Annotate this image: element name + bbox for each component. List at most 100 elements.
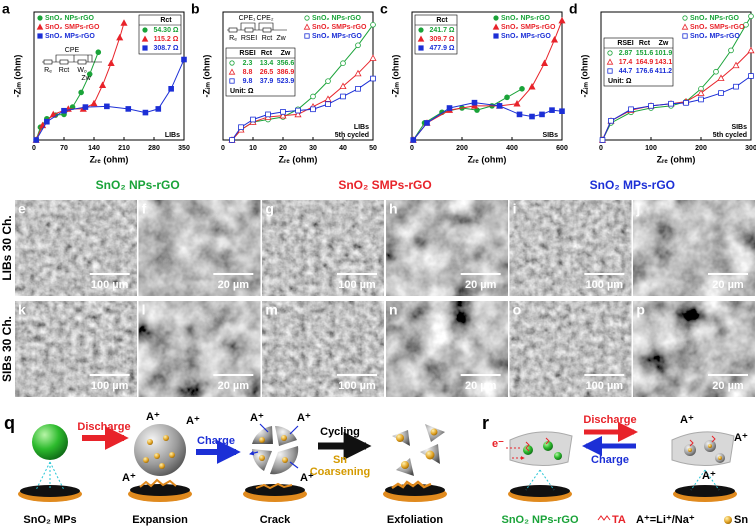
table-cell: 308.7 Ω [153, 45, 178, 52]
x-tick-label: 20 [279, 145, 287, 152]
sem-image [262, 200, 384, 296]
marker [44, 118, 50, 125]
marker [492, 23, 500, 30]
marker [36, 23, 44, 30]
circuit [59, 59, 69, 65]
marker [142, 45, 148, 51]
table-cell: 115.2 Ω [154, 36, 179, 43]
inset-table [225, 47, 296, 97]
legend-label: SnO₂ SMPs-rGO [312, 24, 367, 31]
scale-label: 20 µm [218, 380, 250, 392]
table-cell: 37.9 [260, 78, 274, 85]
circuit-label: CPE [65, 47, 80, 54]
scale-label: 20 µm [712, 380, 744, 392]
panel-letter: a [2, 1, 10, 17]
x-tick-label: 50 [369, 145, 377, 152]
table-cell: 143.1 [655, 59, 673, 66]
column-header: SnO₂ NPs-rGO [96, 178, 180, 192]
sem-image [15, 200, 137, 296]
panel-letter: n [389, 302, 398, 318]
stage-label: Crack [260, 514, 291, 526]
legend-label: SnO₂ SMPs-rGO [501, 24, 556, 31]
table-cell: 17.4 [619, 59, 633, 66]
marker [549, 107, 555, 113]
table-cell: 2.87 [619, 50, 633, 57]
marker [504, 94, 510, 101]
table-cell: 151.6 [636, 50, 654, 57]
marker [90, 99, 98, 107]
marker [697, 89, 705, 96]
row-label: LIBs 30 Ch. [0, 215, 14, 280]
scale-label: 100 µm [338, 380, 376, 392]
ion-label: A⁺ [146, 411, 160, 423]
series-line [35, 59, 185, 141]
marker [155, 106, 162, 112]
circuit-label: CPE₂ [256, 15, 273, 22]
marker [668, 100, 674, 107]
sem-image [386, 200, 508, 296]
marker [513, 100, 521, 107]
discharge-label: Discharge [77, 421, 130, 433]
panel-letter: j [635, 201, 640, 217]
table-cell: 2.3 [243, 60, 253, 67]
sem-image [509, 301, 632, 397]
sem-image [15, 301, 137, 397]
legend-label: SnO₂ NPs-rGO [690, 15, 740, 22]
marker [279, 111, 287, 119]
row-label: SIBs 30 Ch. [0, 316, 14, 382]
marker [107, 59, 115, 66]
x-tick-label: 0 [221, 145, 225, 152]
marker [471, 99, 478, 106]
annotation: 5th cycled [335, 132, 369, 139]
marker [310, 106, 316, 113]
marker [303, 23, 311, 30]
marker [33, 137, 39, 143]
column-header: SnO₂ SMPs-rGO [338, 178, 431, 192]
sem-image [509, 200, 632, 296]
marker [355, 86, 361, 92]
legend-label: SnO₂ MPs-rGO [45, 33, 95, 40]
marker [424, 120, 430, 126]
marker [265, 111, 271, 118]
marker [559, 108, 565, 115]
x-tick-label: 0 [410, 145, 414, 152]
table-cell: 477.9 Ω [429, 45, 454, 52]
marker [713, 68, 719, 75]
x-tick-label: 210 [118, 145, 130, 152]
marker [339, 82, 347, 90]
legend-label: SnO₂ SMPs-rGO [45, 24, 100, 31]
marker [733, 83, 739, 90]
sem-image [633, 200, 755, 296]
table-cell: 386.9 [277, 69, 295, 76]
marker [528, 82, 536, 90]
x-tick-label: 300 [745, 145, 756, 152]
panel-letter: e [18, 201, 26, 217]
x-tick-label: 0 [32, 145, 36, 152]
table-cell: 101.9 [655, 50, 673, 57]
y-axis-label: -Zᵢₘ (ohm) [579, 55, 589, 98]
marker [607, 50, 613, 56]
plot-frame [33, 11, 185, 141]
y-axis-label: -Zᵢₘ (ohm) [390, 55, 400, 98]
annotation: LIBs [354, 124, 369, 131]
legend-label: SnO₂ MPs-rGO [312, 33, 362, 40]
annotation: SIBs [731, 124, 747, 131]
table-note: Unit: Ω [230, 88, 254, 95]
ion-label: A⁺ [186, 415, 200, 427]
panel-letter: l [142, 302, 146, 318]
legend-label: Sn [734, 514, 748, 526]
x-tick-label: 350 [178, 145, 190, 152]
plot-frame [411, 11, 563, 141]
ion-label: A⁺ [297, 412, 311, 424]
table-cell: 8.8 [243, 69, 253, 76]
x-tick-label: 200 [695, 145, 707, 152]
annotation: LIBs [165, 132, 180, 139]
marker [304, 33, 310, 39]
marker [682, 33, 688, 39]
marker [519, 86, 525, 92]
cycling-label: Cycling [320, 426, 360, 438]
marker [493, 15, 499, 21]
stage-label: SnO₂ NPs-rGO [501, 514, 578, 526]
sem-image [386, 301, 508, 397]
marker [280, 109, 286, 115]
